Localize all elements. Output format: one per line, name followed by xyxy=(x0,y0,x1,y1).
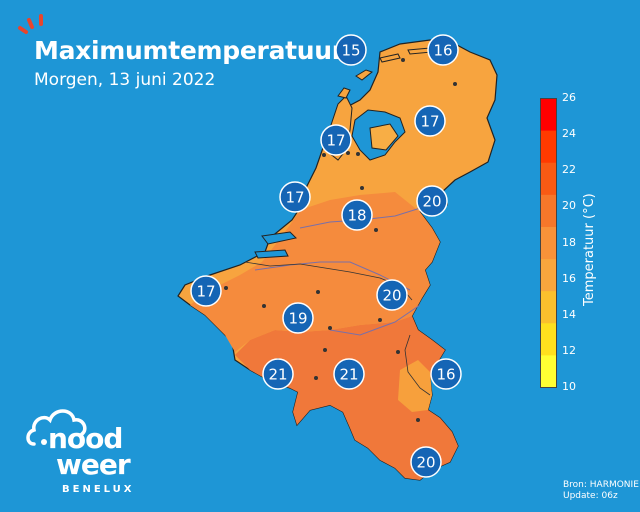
marker-value: 21 xyxy=(339,366,358,384)
marker-circle xyxy=(282,302,314,334)
marker-value: 21 xyxy=(268,366,287,384)
zeeland-estuaries xyxy=(254,231,298,259)
colorbar-tick-label: 14 xyxy=(562,307,576,321)
temperature-marker-north-sea-west: 15 xyxy=(335,34,367,66)
marker-circle xyxy=(335,34,367,66)
marker-circle xyxy=(416,185,448,217)
marker-value: 16 xyxy=(436,366,455,384)
warm-zone-south xyxy=(235,316,458,480)
cloud-logo-icon xyxy=(26,409,87,446)
map-subtitle: Morgen, 13 juni 2022 xyxy=(34,70,216,90)
colorbar-tick-label: 20 xyxy=(562,199,576,213)
mid-zone xyxy=(190,192,440,352)
marker-circle xyxy=(190,275,222,307)
colorbar-tick-label: 10 xyxy=(562,380,576,393)
marker-value: 17 xyxy=(285,189,304,207)
logo-benelux: BENELUX xyxy=(62,484,135,495)
logo-word-weer: weer xyxy=(56,448,131,481)
cool-zone-ardennes xyxy=(398,360,432,412)
temperature-marker-limburg: 20 xyxy=(376,279,408,311)
map-title: Maximumtemperatuur xyxy=(34,36,344,65)
temperature-marker-namur: 21 xyxy=(333,358,365,390)
colorbar-tick-label: 24 xyxy=(562,127,576,141)
marker-circle xyxy=(376,279,408,311)
colorbar-tick-label: 26 xyxy=(562,91,576,104)
marker-circle xyxy=(427,34,459,66)
sun-icon xyxy=(18,14,43,34)
colorbar-segment xyxy=(540,194,557,228)
marker-circle xyxy=(341,199,373,231)
marker-circle xyxy=(414,105,446,137)
colorbar-segment xyxy=(540,226,557,260)
colorbar-tick-label: 12 xyxy=(562,343,576,357)
temperature-marker-brussels: 19 xyxy=(282,302,314,334)
colorbar xyxy=(540,98,557,388)
temperature-marker-belgian-coast: 17 xyxy=(190,275,222,307)
credits: Bron: HARMONIE Update: 06z xyxy=(563,480,639,502)
marker-circle xyxy=(262,358,294,390)
colorbar-segment xyxy=(540,355,557,388)
marker-circle xyxy=(320,124,352,156)
colorbar-title: Temperatuur (°C) xyxy=(582,193,597,306)
temperature-marker-eifel: 16 xyxy=(430,358,462,390)
marker-circle xyxy=(279,181,311,213)
colorbar-segment xyxy=(540,130,557,164)
wadden-islands xyxy=(337,44,457,99)
source-label: Bron: HARMONIE xyxy=(563,480,639,490)
colorbar-tick-label: 18 xyxy=(562,235,576,249)
update-label: Update: 06z xyxy=(563,491,618,501)
marker-value: 15 xyxy=(341,42,360,60)
marker-value: 20 xyxy=(382,287,401,305)
colorbar-tick-label: 16 xyxy=(562,271,576,285)
marker-value: 20 xyxy=(422,193,441,211)
marker-circle xyxy=(410,446,442,478)
marker-circle xyxy=(430,358,462,390)
colorbar-segment xyxy=(540,98,557,132)
marker-value: 19 xyxy=(288,310,307,328)
colorbar-tick-label: 22 xyxy=(562,163,576,177)
flevoland xyxy=(369,123,399,151)
marker-value: 17 xyxy=(420,113,439,131)
temperature-marker-luxembourg: 20 xyxy=(410,446,442,478)
temperature-marker-ijsselmeer-east: 17 xyxy=(414,105,446,137)
temperature-marker-zuid-holland: 17 xyxy=(279,181,311,213)
temperature-marker-hainaut: 21 xyxy=(262,358,294,390)
marker-value: 17 xyxy=(326,132,345,150)
temperature-marker-gelderland: 20 xyxy=(416,185,448,217)
marker-value: 18 xyxy=(347,207,366,225)
temperature-marker-utrecht: 18 xyxy=(341,199,373,231)
colorbar-segment xyxy=(540,162,557,196)
marker-circle xyxy=(333,358,365,390)
colorbar-segment xyxy=(540,259,557,292)
logo-word-nood: nood xyxy=(48,422,123,455)
colorbar-segment xyxy=(540,291,557,324)
temperature-marker-groningen: 16 xyxy=(427,34,459,66)
marker-value: 16 xyxy=(433,42,452,60)
marker-value: 20 xyxy=(416,454,435,472)
temperature-marker-noord-holland: 17 xyxy=(320,124,352,156)
marker-value: 17 xyxy=(196,283,215,301)
colorbar-segment xyxy=(540,323,557,356)
